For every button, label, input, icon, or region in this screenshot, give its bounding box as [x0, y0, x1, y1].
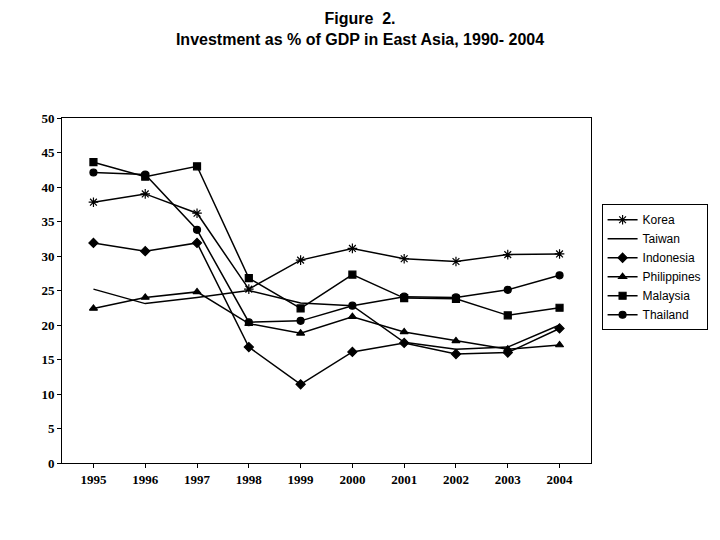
svg-text:40: 40: [41, 180, 54, 195]
svg-text:5: 5: [48, 421, 55, 436]
svg-text:Philippines: Philippines: [643, 270, 701, 284]
svg-text:1995: 1995: [80, 472, 107, 487]
svg-text:30: 30: [41, 249, 54, 264]
svg-text:Figure 2.Investment as % of G: Figure 2.Investment as % of GDP in East …: [176, 10, 544, 48]
svg-text:1999: 1999: [288, 472, 315, 487]
svg-text:35: 35: [41, 214, 55, 229]
svg-text:Thailand: Thailand: [643, 308, 689, 322]
svg-text:Korea: Korea: [643, 213, 675, 227]
svg-text:20: 20: [41, 318, 54, 333]
svg-text:0: 0: [48, 456, 55, 471]
svg-text:25: 25: [41, 283, 55, 298]
svg-text:2000: 2000: [339, 472, 365, 487]
svg-text:10: 10: [41, 387, 54, 402]
svg-text:Malaysia: Malaysia: [643, 289, 691, 303]
svg-text:1997: 1997: [184, 472, 211, 487]
svg-text:45: 45: [41, 145, 55, 160]
svg-text:50: 50: [41, 111, 54, 126]
svg-text:1998: 1998: [236, 472, 263, 487]
svg-text:2003: 2003: [495, 472, 522, 487]
svg-text:2001: 2001: [391, 472, 417, 487]
svg-text:15: 15: [41, 352, 55, 367]
svg-text:2004: 2004: [547, 472, 574, 487]
svg-text:Indonesia: Indonesia: [643, 251, 695, 265]
svg-text:2002: 2002: [443, 472, 469, 487]
svg-text:Taiwan: Taiwan: [643, 232, 680, 246]
svg-text:1996: 1996: [132, 472, 159, 487]
